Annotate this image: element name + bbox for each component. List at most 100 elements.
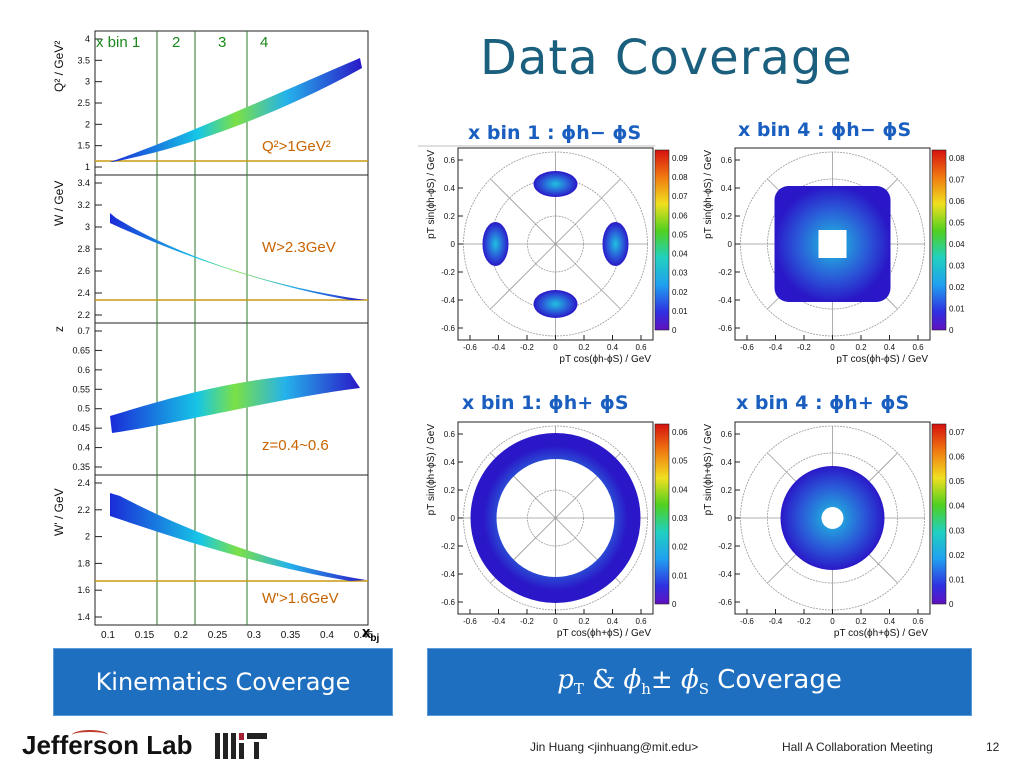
color-scale-label: 0.05 <box>672 457 688 466</box>
plot-title-1-text: x bin 1 : ϕh− ϕS <box>468 122 642 144</box>
plot-title-4: x bin 4 : ϕh+ ϕS <box>736 392 909 414</box>
kin-tick-label: 1.6 <box>77 585 90 595</box>
angular-y-tick-label: -0.2 <box>441 542 455 551</box>
footer-author: Jin Huang <jinhuang@mit.edu> <box>530 740 699 754</box>
kin-tick-label: 3.4 <box>77 178 90 188</box>
angular-x-tick-label: 0 <box>830 617 835 626</box>
kin-tick-label: 2.4 <box>77 288 90 298</box>
kin-tick-label: 2.6 <box>77 266 90 276</box>
bin-label-2: 2 <box>172 34 181 51</box>
color-scale-label: 0 <box>672 600 677 609</box>
distribution-lobe <box>482 222 509 266</box>
cut-label-w: W>2.3GeV <box>262 239 336 256</box>
color-scale-bar <box>654 423 670 605</box>
angular-caption-rest: Coverage <box>717 665 842 696</box>
kin-panel-2: 3.4 3.2 3 2.8 2.6 2.4 2.2 <box>77 174 369 324</box>
angular-y-tick-label: -0.2 <box>718 268 732 277</box>
kinematics-caption-text: Kinematics Coverage <box>95 668 351 696</box>
kin-tick-label: 2.2 <box>77 310 90 320</box>
color-scale-label: 0.01 <box>672 307 688 316</box>
angular-plot-4: -0.6 -0.6 -0.4 -0.4 -0.2 -0.2 0 0 0.2 0.2 0.4 0.4 0.… <box>703 421 965 639</box>
color-scale-label: 0.01 <box>672 571 688 580</box>
color-scale-label: 0.08 <box>672 173 688 182</box>
kin-tick-label: 0.5 <box>77 404 90 414</box>
angular-x-tick-label: -0.2 <box>520 343 534 352</box>
angular-y-tick-label: -0.6 <box>441 324 455 333</box>
angular-x-tick-label: 0.2 <box>855 617 867 626</box>
distribution-lobe <box>533 171 578 197</box>
kin-x-tick-label: 0.3 <box>247 630 261 641</box>
color-scale-label: 0.05 <box>949 219 965 228</box>
angular-y-tick-label: 0 <box>728 240 733 249</box>
kin-tick-label: 0.7 <box>77 326 90 336</box>
angular-y-tick-label: 0 <box>451 514 456 523</box>
angular-x-tick-label: 0.6 <box>635 617 647 626</box>
xlabel-xbj: xbj <box>362 624 380 644</box>
angular-y-tick-label: 0.6 <box>444 430 456 439</box>
color-scale-bar <box>931 423 947 605</box>
angular-x-tick-label: 0.2 <box>578 617 590 626</box>
kin-tick-label: 2.8 <box>77 244 90 254</box>
angular-y-tick-label: -0.6 <box>718 324 732 333</box>
color-scale-label: 0.06 <box>949 197 965 206</box>
angular-x-tick-label: -0.4 <box>769 617 783 626</box>
plot-title-1: x bin 1 : ϕh− ϕS <box>468 122 641 144</box>
kin-tick-label: 0.65 <box>72 345 90 355</box>
angular-x-tick-label: 0.6 <box>635 343 647 352</box>
angular-y-tick-label: -0.4 <box>441 296 455 305</box>
kinematics-plots: 4 3.5 3 2.5 2 1.5 1 3.4 3.2 3 2.8 2.6 2.4 2.2 0.7 0.65 0… <box>72 30 374 641</box>
color-scale-label: 0.06 <box>672 428 688 437</box>
z-distribution <box>110 373 360 433</box>
plot-title-2-text: x bin 4 : ϕh− ϕS <box>738 119 912 141</box>
color-scale-label: 0.06 <box>672 211 688 220</box>
kin-tick-label: 2.2 <box>77 505 90 515</box>
angular-y-tick-label: 0.2 <box>721 486 733 495</box>
angular-ylabel: pT sin(ϕh-ϕS) / GeV <box>426 150 437 239</box>
color-scale-label: 0.05 <box>672 230 688 239</box>
angular-x-tick-label: 0 <box>830 343 835 352</box>
kin-tick-label: 1.5 <box>77 141 90 151</box>
color-scale-label: 0.07 <box>672 192 688 201</box>
angular-xlabel: pT cos(ϕh+ϕS) / GeV <box>557 628 651 639</box>
angular-y-tick-label: 0 <box>728 514 733 523</box>
angular-y-tick-label: 0.6 <box>721 156 733 165</box>
angular-y-tick-label: 0.4 <box>444 458 456 467</box>
color-scale-label: 0.05 <box>949 477 965 486</box>
q2-distribution <box>110 58 362 162</box>
angular-x-tick-label: -0.6 <box>740 617 754 626</box>
angular-xlabel: pT cos(ϕh-ϕS) / GeV <box>836 354 928 365</box>
angular-y-tick-label: 0.2 <box>721 212 733 221</box>
kin-tick-label: 3.5 <box>77 55 90 65</box>
mit-logo <box>215 733 267 759</box>
angular-x-tick-label: -0.2 <box>797 343 811 352</box>
kin-x-tick-label: 0.2 <box>174 630 188 641</box>
angular-y-tick-label: -0.6 <box>441 598 455 607</box>
angular-y-tick-label: 0.6 <box>721 430 733 439</box>
angular-x-tick-label: 0.4 <box>607 617 619 626</box>
kinematics-figure: 4 3.5 3 2.5 2 1.5 1 3.4 3.2 3 2.8 2.6 2.4 2.2 0.7 0.65 0… <box>50 28 395 648</box>
angular-y-tick-label: 0.4 <box>444 184 456 193</box>
angular-ylabel: pT sin(ϕh+ϕS) / GeV <box>426 424 437 516</box>
kin-x-tick-label: 0.15 <box>135 630 155 641</box>
kin-x-tick-label: 0.45 <box>354 630 374 641</box>
color-scale-label: 0.02 <box>949 551 965 560</box>
kin-tick-label: 0.35 <box>72 462 90 472</box>
kin-tick-label: 2.4 <box>77 478 90 488</box>
color-scale-label: 0 <box>672 326 677 335</box>
kin-tick-label: 1.8 <box>77 558 90 568</box>
angular-x-tick-label: 0 <box>553 617 558 626</box>
angular-y-tick-label: 0.6 <box>444 156 456 165</box>
color-scale-label: 0.03 <box>949 262 965 271</box>
color-scale-label: 0 <box>949 326 954 335</box>
color-scale-label: 0.07 <box>949 428 965 437</box>
kin-tick-label: 0.45 <box>72 423 90 433</box>
cut-label-wprime: W'>1.6GeV <box>262 590 339 607</box>
angular-y-tick-label: -0.6 <box>718 598 732 607</box>
angular-plot-2: -0.6 -0.6 -0.4 -0.4 -0.2 -0.2 0 0 0.2 0.2 0.4 0.4 0.… <box>703 147 965 365</box>
angular-y-tick-label: 0.4 <box>721 458 733 467</box>
angular-y-tick-label: 0.2 <box>444 486 456 495</box>
color-scale-label: 0.04 <box>949 240 965 249</box>
color-scale-label: 0.08 <box>949 154 965 163</box>
angular-y-tick-label: -0.4 <box>718 570 732 579</box>
